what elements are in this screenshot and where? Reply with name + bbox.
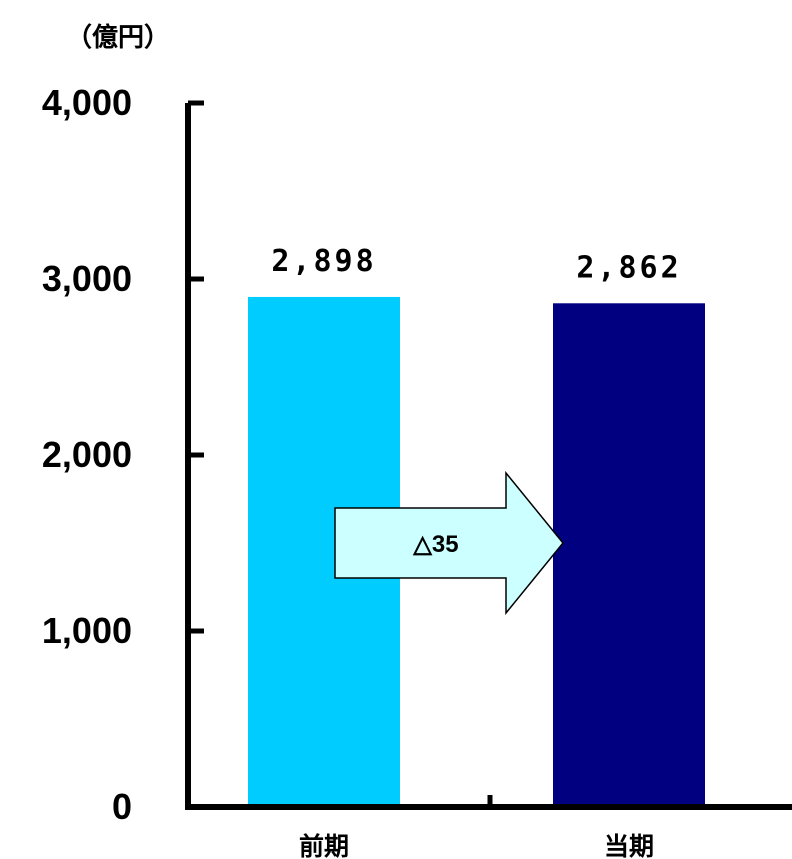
right-arrow-icon: [334, 470, 564, 616]
bar: [553, 303, 705, 807]
data-label: 2,862: [576, 250, 681, 285]
y-tick-label: 4,000: [42, 82, 132, 123]
axes: [185, 103, 792, 810]
y-tick-label: 3,000: [42, 258, 132, 299]
data-label: 2,898: [271, 244, 376, 279]
category-label: 前期: [299, 832, 349, 859]
data-labels: 2,898 2,862: [271, 244, 681, 285]
y-tick-label: 1,000: [42, 610, 132, 651]
change-arrow: △35: [334, 470, 564, 616]
y-axis-ticks: 0 1,000 2,000 3,000 4,000: [42, 82, 204, 827]
y-tick-label: 0: [112, 786, 132, 827]
bars: [248, 296, 705, 807]
change-label: △35: [412, 531, 458, 558]
category-labels: 前期 当期: [299, 832, 654, 859]
category-label: 当期: [604, 832, 654, 859]
unit-label: （億円）: [66, 23, 170, 53]
y-tick-label: 2,000: [42, 434, 132, 475]
